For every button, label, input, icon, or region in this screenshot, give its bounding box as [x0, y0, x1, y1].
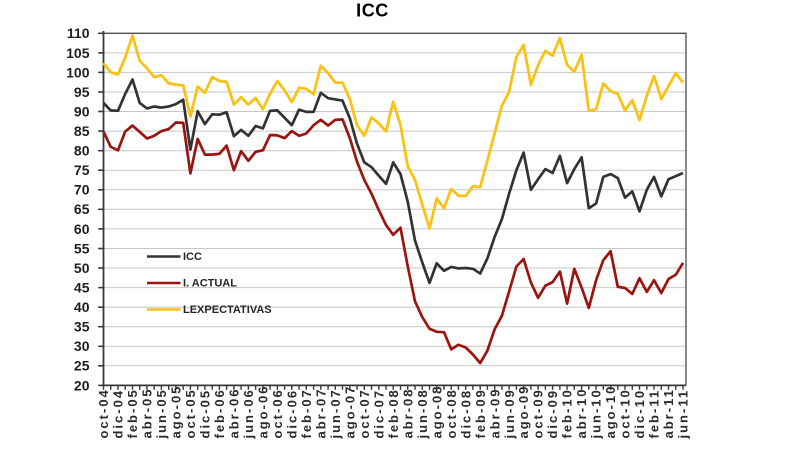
svg-text:ICC: ICC	[356, 1, 389, 21]
svg-text:80: 80	[74, 143, 90, 159]
svg-text:85: 85	[74, 123, 90, 139]
svg-text:oct-08: oct-08	[444, 388, 459, 438]
svg-text:jun-05: jun-05	[154, 388, 169, 439]
svg-text:70: 70	[74, 182, 90, 198]
svg-text:ago-07: ago-07	[342, 385, 357, 439]
svg-text:100: 100	[66, 64, 90, 80]
svg-text:dic-10: dic-10	[632, 389, 647, 439]
svg-text:abr-07: abr-07	[313, 387, 328, 438]
svg-text:I. ACTUAL: I. ACTUAL	[183, 278, 237, 290]
svg-text:oct-07: oct-07	[357, 388, 372, 438]
svg-text:feb-07: feb-07	[299, 388, 314, 438]
svg-text:25: 25	[74, 358, 90, 374]
svg-text:95: 95	[74, 84, 90, 100]
svg-text:jun-09: jun-09	[502, 388, 517, 439]
svg-text:jun-10: jun-10	[589, 388, 604, 439]
svg-text:ago-06: ago-06	[256, 385, 271, 439]
svg-text:65: 65	[74, 201, 90, 217]
svg-text:feb-08: feb-08	[386, 388, 401, 438]
svg-text:feb-05: feb-05	[125, 388, 140, 438]
svg-text:jun-08: jun-08	[415, 388, 430, 439]
svg-text:50: 50	[74, 260, 90, 276]
svg-text:35: 35	[74, 319, 90, 335]
svg-text:55: 55	[74, 240, 90, 256]
svg-text:oct-04: oct-04	[96, 388, 111, 438]
svg-text:45: 45	[74, 280, 90, 296]
svg-text:105: 105	[66, 45, 90, 61]
svg-text:30: 30	[74, 338, 90, 354]
svg-text:dic-09: dic-09	[545, 389, 560, 439]
svg-text:abr-06: abr-06	[227, 387, 242, 438]
svg-text:ago-05: ago-05	[169, 385, 184, 439]
svg-text:jun-07: jun-07	[328, 388, 343, 439]
svg-text:oct-10: oct-10	[618, 388, 633, 438]
svg-text:abr-05: abr-05	[140, 387, 155, 438]
svg-text:oct-09: oct-09	[531, 388, 546, 438]
svg-text:feb-11: feb-11	[647, 389, 662, 439]
svg-text:110: 110	[67, 25, 90, 41]
svg-text:ago-09: ago-09	[516, 385, 531, 439]
svg-text:oct-05: oct-05	[183, 388, 198, 438]
svg-text:ago-08: ago-08	[429, 385, 444, 439]
svg-text:abr-09: abr-09	[487, 387, 502, 438]
svg-text:dic-05: dic-05	[198, 389, 213, 439]
svg-text:abr-11: abr-11	[661, 388, 676, 438]
svg-text:60: 60	[74, 221, 90, 237]
svg-text:40: 40	[74, 299, 90, 315]
svg-text:abr-10: abr-10	[574, 387, 589, 438]
svg-text:dic-07: dic-07	[371, 389, 386, 439]
svg-text:feb-06: feb-06	[212, 388, 227, 438]
svg-text:dic-08: dic-08	[458, 389, 473, 439]
svg-text:ICC: ICC	[183, 251, 202, 263]
svg-text:90: 90	[74, 103, 90, 119]
svg-text:ago-10: ago-10	[603, 385, 618, 439]
svg-text:feb-09: feb-09	[473, 388, 488, 438]
svg-text:oct-06: oct-06	[270, 388, 285, 438]
svg-text:jun-11: jun-11	[676, 389, 691, 440]
svg-text:dic-04: dic-04	[111, 389, 126, 439]
svg-text:feb-10: feb-10	[560, 388, 575, 438]
svg-text:abr-08: abr-08	[400, 387, 415, 438]
svg-text:jun-06: jun-06	[241, 388, 256, 439]
svg-text:dic-06: dic-06	[284, 389, 299, 439]
svg-text:20: 20	[74, 377, 90, 393]
svg-text:75: 75	[74, 162, 90, 178]
svg-text:LEXPECTATIVAS: LEXPECTATIVAS	[183, 304, 272, 316]
